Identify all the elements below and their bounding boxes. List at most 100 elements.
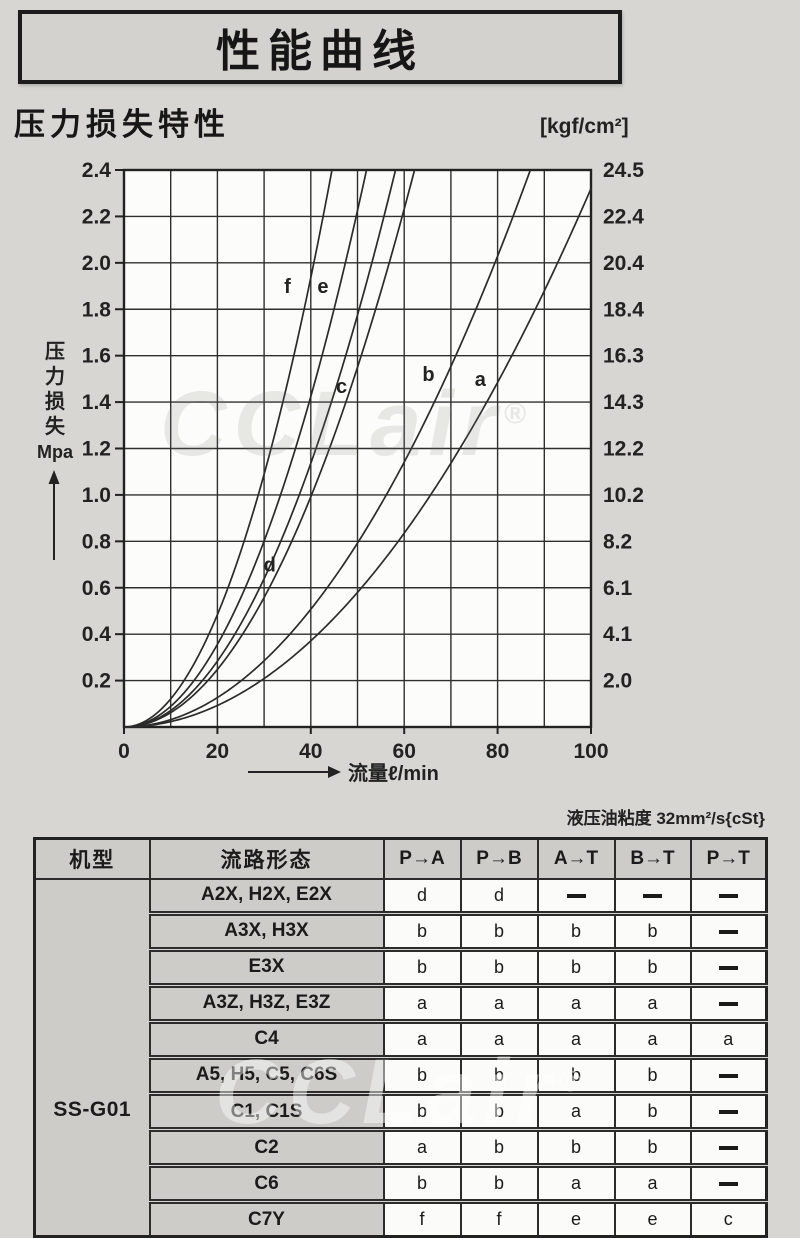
- table-body: SS-G01 A2X, H2X, E2X d d A3X, H3X b b b b E3X b b b b…: [33, 877, 768, 1238]
- model-table: 机型 流路形态 P→A P→B A→T B→T P→T SS-G01 A2X, H2X, E2…: [33, 837, 768, 1238]
- model-cell: SS-G01: [33, 878, 151, 1238]
- flow-path-cell: C2: [148, 1128, 385, 1169]
- curve-label-d: d: [264, 555, 276, 577]
- y-tick-label-right: 8.2: [603, 530, 632, 553]
- curve-ref-cell: b: [536, 1128, 616, 1169]
- x-axis-arrow-head: [328, 766, 341, 778]
- flow-path-cell: C6: [148, 1164, 385, 1205]
- column-header: 机型: [33, 837, 151, 880]
- curve-label-e: e: [317, 276, 328, 298]
- curve-label-b: b: [422, 364, 434, 386]
- table-header-row: 机型 流路形态 P→A P→B A→T B→T P→T: [33, 837, 768, 880]
- x-tick-label: 80: [486, 740, 509, 763]
- curve-ref-cell: b: [613, 912, 692, 952]
- curve-ref-cell: a: [459, 984, 539, 1024]
- x-axis-title: 流量ℓ/min: [348, 761, 439, 785]
- y-tick-label-right: 24.5: [603, 159, 644, 182]
- y-axis-unit: Mpa: [37, 442, 74, 462]
- curve-ref-cell: [689, 912, 768, 952]
- curve-ref-cell: e: [536, 1200, 616, 1238]
- table-row: C7Y f f e e c: [35, 1200, 768, 1238]
- x-tick-label: 0: [118, 740, 130, 763]
- dash: [718, 1146, 738, 1151]
- y-tick-label-left: 0.6: [82, 577, 111, 600]
- curve-ref-cell: [689, 1164, 768, 1205]
- flow-path-cell: A3Z, H3Z, E3Z: [148, 984, 385, 1024]
- y-tick-label-left: 1.4: [82, 391, 112, 414]
- table-row: SS-G01 A2X, H2X, E2X d d: [33, 877, 768, 1238]
- dash: [718, 1074, 738, 1079]
- y-tick-label-right: 20.4: [603, 252, 644, 275]
- model-table-wrap: 机型 流路形态 P→A P→B A→T B→T P→T SS-G01 A2X, H2X, E2…: [33, 837, 768, 1238]
- curve-ref-cell: b: [613, 1128, 692, 1169]
- curve-label-f: f: [284, 276, 291, 298]
- dash: [718, 929, 738, 934]
- curve-ref-cell: b: [382, 948, 462, 988]
- y-tick-label-left: 1.8: [82, 298, 112, 321]
- curve-ref-cell: a: [536, 984, 616, 1024]
- curve-d: [123, 169, 397, 728]
- y-tick-label-left: 1.6: [82, 345, 111, 368]
- curve-ref-cell: a: [689, 1020, 768, 1060]
- y-tick-label-right: 14.3: [603, 391, 644, 414]
- x-tick-label: 100: [573, 740, 608, 763]
- curve-ref-cell: b: [382, 1092, 462, 1133]
- curve-ref-cell: a: [536, 1092, 616, 1133]
- x-tick-label: 20: [206, 740, 229, 763]
- curve-ref-cell: b: [382, 912, 462, 952]
- curve-ref-cell: [689, 984, 768, 1024]
- curve-ref-cell: [689, 1092, 768, 1133]
- table-row: C6 b b a a: [35, 1164, 768, 1205]
- dash: [718, 894, 738, 899]
- curve-ref-cell: d: [382, 877, 462, 916]
- y-axis-arrow-head: [48, 470, 60, 484]
- pressure-loss-chart: 2.4 2.2 2.0 1.8 1.6 1.4 1.2 1.0 0.8 0.6 0.4 0.2 24.5…: [37, 159, 644, 785]
- y-tick-label-left: 2.0: [82, 252, 111, 275]
- curve-ref-cell: b: [613, 1092, 692, 1133]
- curve-ref-cell: b: [613, 948, 692, 988]
- column-header: P→B: [459, 837, 539, 880]
- y-tick-label-right: 22.4: [603, 205, 644, 228]
- curve-ref-cell: b: [382, 1056, 462, 1096]
- y-tick-label-right: 6.1: [603, 577, 633, 600]
- y-tick-label-right: 12.2: [603, 438, 644, 461]
- curve-f: [123, 169, 333, 728]
- y-tick-label-left: 2.2: [82, 205, 111, 228]
- curve-label-c: c: [336, 376, 347, 398]
- y-tick-label-right: 4.1: [603, 623, 633, 646]
- curve-ref-cell: [689, 948, 768, 988]
- curve-ref-cell: a: [382, 1020, 462, 1060]
- curve-ref-cell: c: [689, 1200, 768, 1238]
- column-header: B→T: [613, 837, 692, 880]
- curve-ref-cell: b: [613, 1056, 692, 1096]
- dash: [718, 1110, 738, 1115]
- viscosity-note: 液压油粘度 32mm²/s{cSt}: [566, 809, 765, 828]
- curve-ref-cell: a: [536, 1020, 616, 1060]
- table-row: A3Z, H3Z, E3Z a a a a: [35, 984, 768, 1024]
- flow-path-cell: E3X: [148, 948, 385, 988]
- curve-ref-cell: b: [536, 948, 616, 988]
- curve-c: [123, 169, 416, 728]
- curve-ref-cell: b: [536, 912, 616, 952]
- curve-label-a: a: [475, 369, 487, 391]
- curve-ref-cell: [689, 1056, 768, 1096]
- flow-path-cell: C7Y: [148, 1200, 385, 1238]
- curve-ref-cell: b: [459, 948, 539, 988]
- curve-ref-cell: b: [459, 1128, 539, 1169]
- y-tick-label-right: 16.3: [603, 345, 644, 368]
- dash: [718, 965, 738, 970]
- table-row: A3X, H3X b b b b: [35, 912, 768, 952]
- curve-ref-cell: a: [536, 1164, 616, 1205]
- section-title: 压力损失特性: [14, 107, 230, 142]
- curve-ref-cell: b: [459, 1092, 539, 1133]
- curve-ref-cell: d: [459, 877, 539, 916]
- curve-ref-cell: [689, 1128, 768, 1169]
- curve-ref-cell: [536, 877, 616, 916]
- curve-b: [123, 169, 532, 728]
- curve-ref-cell: a: [613, 1164, 692, 1205]
- flow-path-cell: C4: [148, 1020, 385, 1060]
- curve-ref-cell: b: [536, 1056, 616, 1096]
- curve-ref-cell: a: [613, 1020, 692, 1060]
- curve-ref-cell: a: [613, 984, 692, 1024]
- curve-ref-cell: a: [382, 984, 462, 1024]
